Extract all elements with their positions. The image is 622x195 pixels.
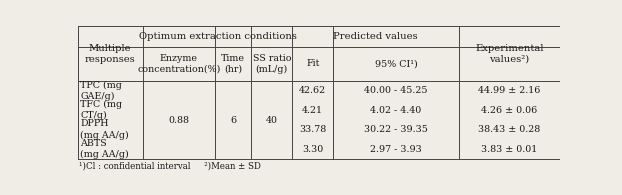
Text: 42.62: 42.62 <box>299 86 327 96</box>
Text: 44.99 ± 2.16: 44.99 ± 2.16 <box>478 86 541 96</box>
Text: Time
(hr): Time (hr) <box>221 54 245 74</box>
Text: 4.02 - 4.40: 4.02 - 4.40 <box>370 106 422 115</box>
Text: 95% CI¹): 95% CI¹) <box>374 59 417 68</box>
Text: ¹)Cl : confidential interval     ²)Mean ± SD: ¹)Cl : confidential interval ²)Mean ± SD <box>79 162 261 171</box>
Text: TFC (mg
CT/g): TFC (mg CT/g) <box>80 100 123 120</box>
Text: 2.97 - 3.93: 2.97 - 3.93 <box>370 144 422 154</box>
Text: Optimum extraction conditions: Optimum extraction conditions <box>139 32 297 41</box>
Text: DPPH
(mg AA/g): DPPH (mg AA/g) <box>80 119 129 140</box>
Text: 4.26 ± 0.06: 4.26 ± 0.06 <box>481 106 537 115</box>
Text: 33.78: 33.78 <box>299 125 327 134</box>
Text: 40: 40 <box>266 115 278 125</box>
Text: 3.83 ± 0.01: 3.83 ± 0.01 <box>481 144 537 154</box>
Text: Enzyme
concentration(%): Enzyme concentration(%) <box>137 54 221 74</box>
Text: 38.43 ± 0.28: 38.43 ± 0.28 <box>478 125 541 134</box>
Text: SS ratio
(mL/g): SS ratio (mL/g) <box>253 54 291 74</box>
Text: Experimental
values²): Experimental values²) <box>475 43 544 64</box>
Text: TPC (mg
GAE/g): TPC (mg GAE/g) <box>80 81 122 101</box>
Text: 6: 6 <box>230 115 236 125</box>
Text: ABTS
(mg AA/g): ABTS (mg AA/g) <box>80 139 129 159</box>
Text: Fit: Fit <box>306 59 320 68</box>
Text: 3.30: 3.30 <box>302 144 323 154</box>
Text: Multiple
responses: Multiple responses <box>85 43 136 64</box>
Text: 30.22 - 39.35: 30.22 - 39.35 <box>364 125 428 134</box>
Text: 40.00 - 45.25: 40.00 - 45.25 <box>364 86 428 96</box>
Text: 0.88: 0.88 <box>169 115 190 125</box>
Text: 4.21: 4.21 <box>302 106 323 115</box>
Text: Predicted values: Predicted values <box>333 32 418 41</box>
